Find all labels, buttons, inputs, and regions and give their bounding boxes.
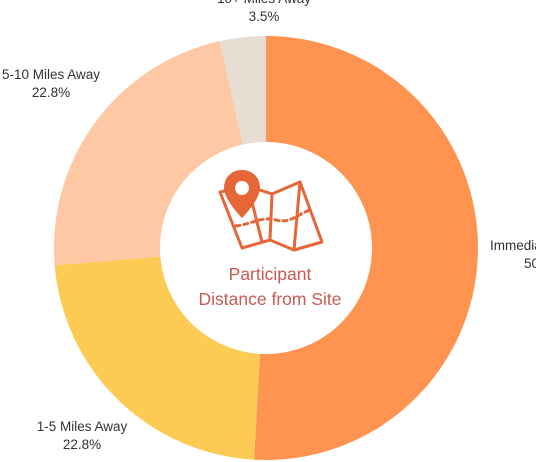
slice-label-value: 3.5%: [248, 9, 280, 24]
slice-label-text: 5-10 Miles Away: [1, 67, 101, 82]
slice-label-5-10: 5-10 Miles Away 22.8%: [0, 66, 108, 102]
slice-label-text: 1-5 Miles Away: [36, 419, 128, 434]
slice-label-text: Immediate: [490, 238, 536, 253]
slice-label-text: 10+ Miles Away: [214, 0, 314, 8]
slice-label-immediate: Immediate 50: [490, 237, 536, 273]
slice-label-1-5: 1-5 Miles Away 22.8%: [24, 418, 140, 454]
center-title: Participant Distance from Site: [170, 262, 370, 312]
center-title-line-1: Participant: [228, 264, 312, 284]
slice-label-value: 22.8%: [62, 437, 102, 452]
center-title-line-2: Distance from Site: [198, 289, 342, 309]
slice-label-value: 22.8%: [31, 85, 71, 100]
donut-hole: [160, 142, 372, 354]
slice-label-10-plus: 10+ Miles Away 3.5%: [214, 0, 314, 26]
map-location-icon: [218, 170, 324, 252]
slice-label-value: 50: [524, 256, 536, 271]
